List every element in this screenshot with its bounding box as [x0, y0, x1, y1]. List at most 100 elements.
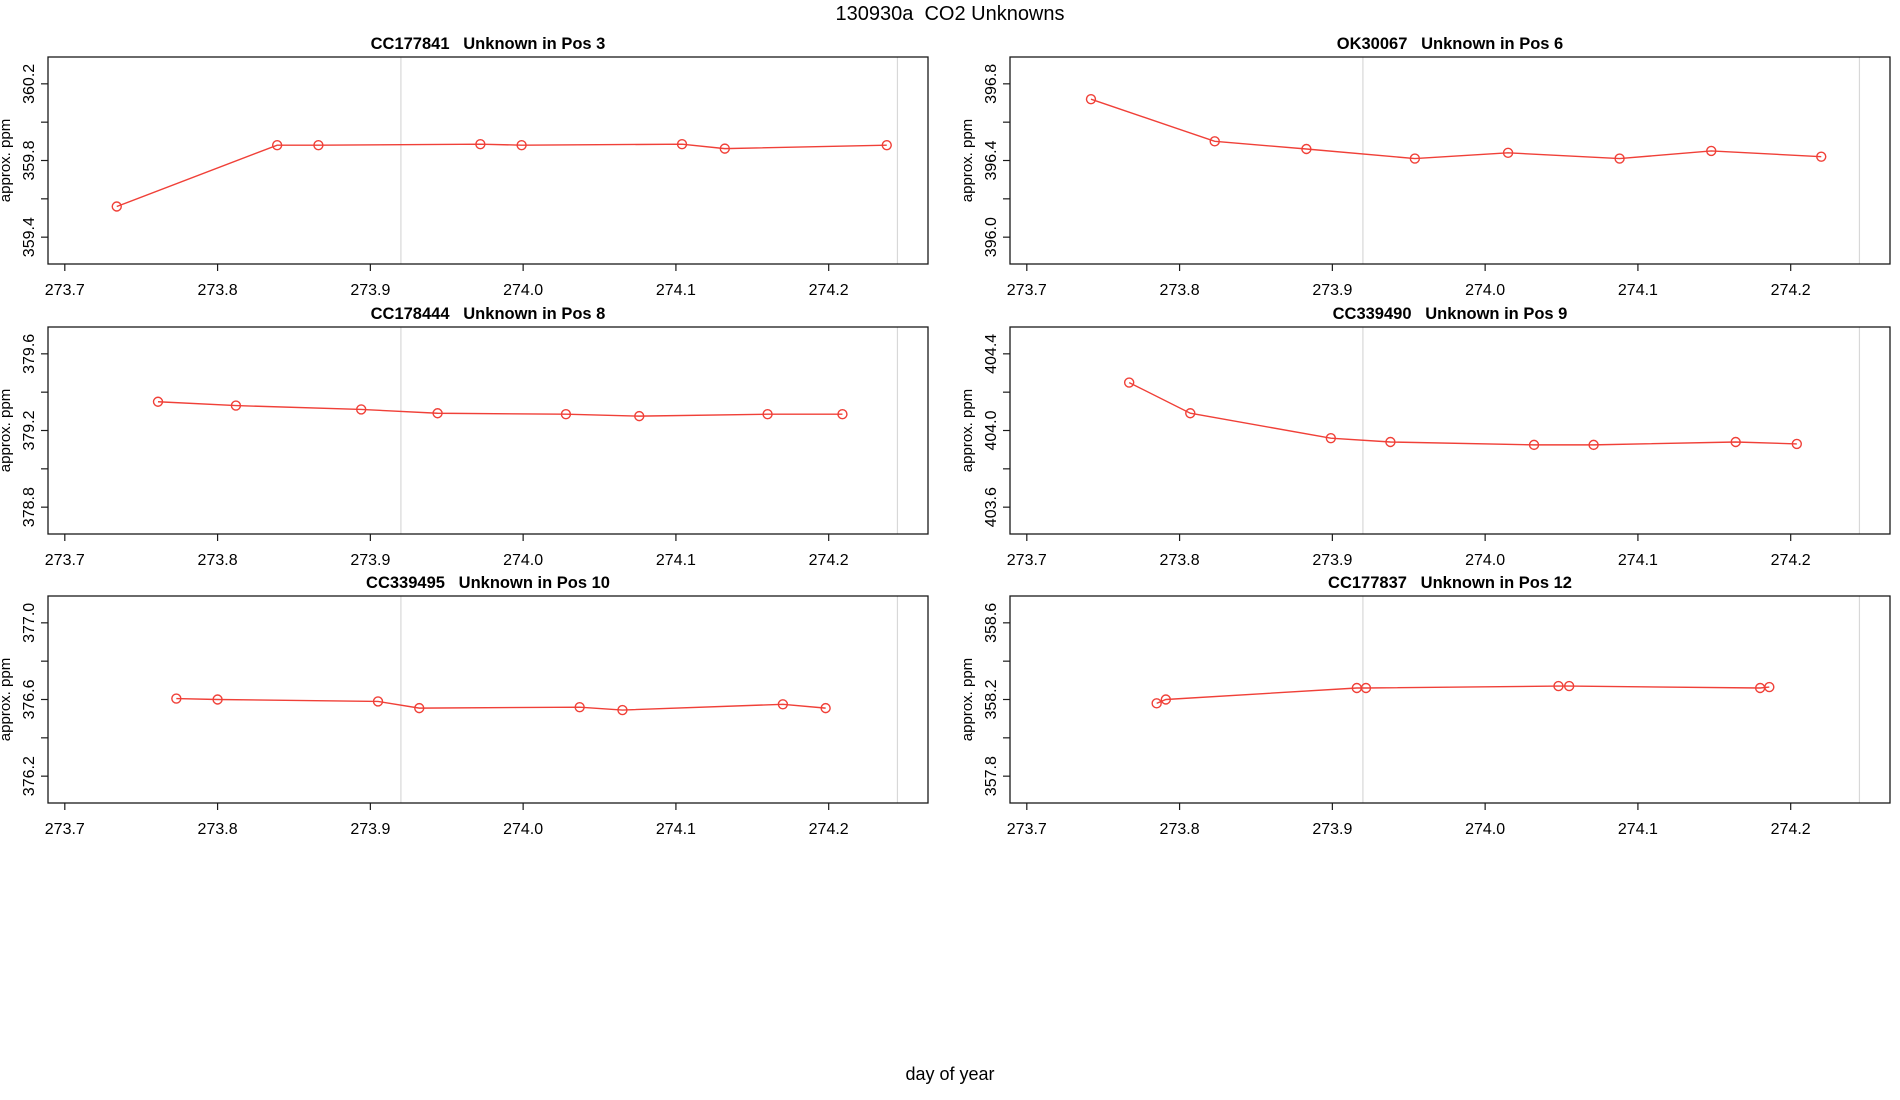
- y-tick-label: 404.4: [983, 334, 1000, 374]
- x-tick-label: 273.7: [45, 282, 85, 299]
- panel-title: CC177841 Unknown in Pos 3: [371, 35, 606, 53]
- chart-panel-CC339495: CC339495 Unknown in Pos 10 273.7 273.8 273.…: [0, 574, 929, 838]
- data-point: [1754, 682, 1766, 694]
- x-tick-label: 273.9: [1312, 821, 1352, 838]
- data-point: [516, 139, 527, 151]
- data-point: [1764, 681, 1775, 693]
- data-point: [1563, 680, 1575, 692]
- y-tick-label: 359.4: [21, 217, 38, 257]
- y-tick-label: 358.2: [983, 679, 1000, 719]
- y-tick-label: 404.0: [983, 410, 1000, 450]
- x-tick-label: 274.1: [656, 821, 696, 838]
- data-point: [719, 143, 731, 154]
- data-point: [1614, 153, 1625, 164]
- data-point: [1325, 432, 1337, 444]
- chart-panel-CC177837: CC177837 Unknown in Pos 12 273.7 273.8 273.…: [959, 574, 1891, 838]
- data-point: [271, 139, 283, 151]
- data-point: [355, 404, 367, 415]
- data-point: [1301, 143, 1312, 155]
- data-point: [1706, 145, 1717, 157]
- y-tick-label: 396.0: [983, 217, 1000, 257]
- x-tick-label: 274.1: [1618, 282, 1658, 299]
- panel-title: CC177837 Unknown in Pos 12: [1328, 574, 1572, 592]
- y-tick-label: 396.8: [983, 64, 1000, 104]
- x-tick-label: 273.9: [350, 282, 390, 299]
- data-point: [1588, 439, 1599, 451]
- x-tick-label: 274.1: [656, 552, 696, 569]
- x-tick-label: 273.8: [1160, 282, 1200, 299]
- data-point: [1351, 682, 1363, 694]
- data-point: [1385, 436, 1396, 448]
- data-point: [1553, 680, 1564, 692]
- panel-title: OK30067 Unknown in Pos 6: [1337, 35, 1563, 53]
- data-point: [762, 409, 773, 420]
- data-point: [881, 139, 892, 151]
- data-point: [1791, 438, 1803, 450]
- data-line: [1128, 381, 1797, 446]
- y-tick-label: 360.2: [21, 64, 38, 104]
- data-point: [1123, 377, 1135, 388]
- x-tick-label: 273.8: [198, 552, 238, 569]
- panel-box: [47, 56, 929, 265]
- data-point: [574, 701, 585, 713]
- y-tick-label: 379.2: [21, 410, 38, 450]
- data-point: [676, 139, 688, 150]
- data-line: [176, 697, 826, 711]
- panel-box: [1009, 56, 1891, 265]
- panel-title: CC339490 Unknown in Pos 9: [1333, 305, 1568, 323]
- data-point: [1528, 439, 1540, 451]
- figure-title: 130930a CO2 Unknowns: [835, 3, 1065, 25]
- panel-box: [1009, 595, 1891, 804]
- x-tick-label: 273.7: [45, 552, 85, 569]
- data-point: [1502, 147, 1514, 159]
- data-point: [820, 702, 831, 714]
- x-tick-label: 273.9: [1312, 282, 1352, 299]
- data-line: [1090, 98, 1822, 160]
- x-tick-label: 274.2: [1771, 552, 1811, 569]
- x-tick-label: 273.7: [45, 821, 85, 838]
- data-point: [1730, 436, 1741, 448]
- x-tick-label: 273.9: [350, 552, 390, 569]
- x-tick-label: 274.0: [1465, 821, 1505, 838]
- y-axis-label: approx. ppm: [959, 119, 976, 202]
- x-axis-outer-label: day of year: [905, 1064, 995, 1084]
- data-point: [212, 694, 223, 705]
- data-point: [1816, 151, 1827, 162]
- x-tick-label: 274.2: [809, 821, 849, 838]
- x-tick-label: 273.8: [198, 282, 238, 299]
- y-axis-label: approx. ppm: [0, 658, 14, 741]
- x-tick-label: 274.0: [1465, 282, 1505, 299]
- x-tick-label: 274.1: [656, 282, 696, 299]
- x-tick-label: 273.8: [1160, 821, 1200, 838]
- data-line: [157, 401, 843, 417]
- y-tick-label: 357.8: [983, 756, 1000, 796]
- y-tick-label: 403.6: [983, 487, 1000, 527]
- x-tick-label: 274.0: [503, 552, 543, 569]
- x-tick-label: 273.7: [1007, 552, 1047, 569]
- chart-panel-CC178444: CC178444 Unknown in Pos 8 273.7 273.8 273.9…: [0, 305, 929, 569]
- data-point: [230, 400, 242, 411]
- panel-box: [47, 326, 929, 535]
- y-axis-label: approx. ppm: [0, 119, 14, 202]
- y-tick-label: 376.6: [21, 679, 38, 719]
- x-tick-label: 274.2: [809, 552, 849, 569]
- y-tick-label: 377.0: [21, 603, 38, 643]
- data-point: [1085, 93, 1097, 105]
- data-point: [432, 408, 443, 419]
- x-tick-label: 274.0: [1465, 552, 1505, 569]
- y-tick-label: 396.4: [983, 140, 1000, 180]
- x-tick-label: 274.1: [1618, 821, 1658, 838]
- data-point: [313, 139, 324, 151]
- data-point: [634, 410, 645, 422]
- panel-title: CC178444 Unknown in Pos 8: [371, 305, 606, 323]
- y-tick-label: 379.6: [21, 334, 38, 374]
- x-tick-label: 273.7: [1007, 821, 1047, 838]
- y-axis-label: approx. ppm: [959, 389, 976, 472]
- chart-panel-OK30067: OK30067 Unknown in Pos 6 273.7 273.8 273.9 2…: [959, 35, 1891, 299]
- panel-box: [1009, 326, 1891, 535]
- data-point: [1160, 694, 1172, 705]
- data-point: [1209, 136, 1220, 147]
- panel-title: CC339495 Unknown in Pos 10: [366, 574, 610, 592]
- y-tick-label: 376.2: [21, 756, 38, 796]
